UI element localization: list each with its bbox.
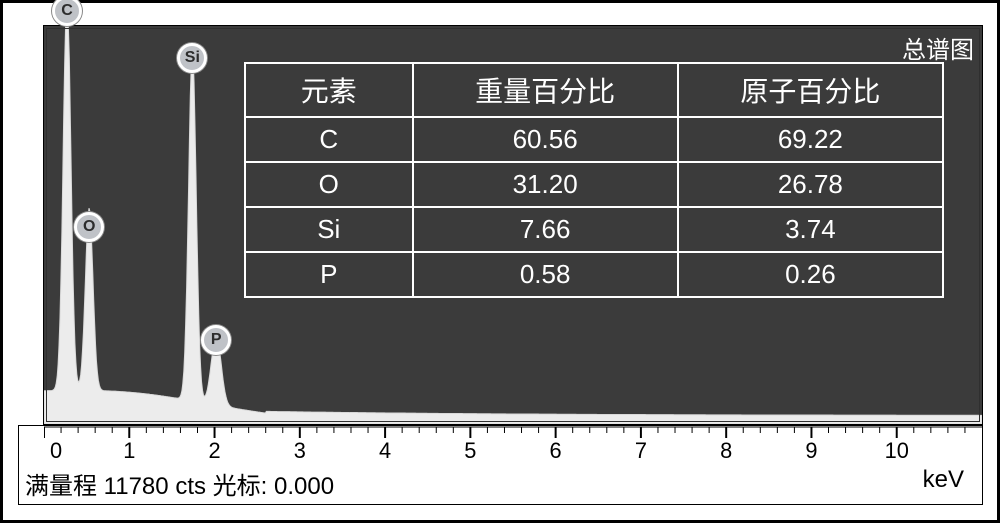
x-tick-label: 8 — [720, 438, 732, 463]
table-row: C60.5669.22 — [245, 117, 943, 162]
table-header-row: 元素 重量百分比 原子百分比 — [245, 63, 943, 117]
cell-at: 0.26 — [678, 252, 943, 297]
cell-at: 26.78 — [678, 162, 943, 207]
col-header-element: 元素 — [245, 63, 413, 117]
x-tick-label: 4 — [379, 438, 391, 463]
x-tick-label: 9 — [805, 438, 817, 463]
cell-at: 69.22 — [678, 117, 943, 162]
table-row: P0.580.26 — [245, 252, 943, 297]
x-tick-label: 1 — [123, 438, 135, 463]
peak-badge: P — [201, 325, 231, 355]
composition-table: 元素 重量百分比 原子百分比 C60.5669.22O31.2026.78Si7… — [244, 62, 944, 298]
cell-wt: 60.56 — [413, 117, 678, 162]
peak-badge: C — [52, 0, 82, 26]
table-row: Si7.663.74 — [245, 207, 943, 252]
x-tick-label: 3 — [294, 438, 306, 463]
peak-label-o: O — [74, 212, 104, 242]
x-axis-ticks: 0 1 2 3 4 5 6 7 8 9 10 — [44, 426, 982, 464]
peak-badge: O — [74, 212, 104, 242]
x-tick-label: 5 — [464, 438, 476, 463]
x-axis-unit: keV — [923, 466, 964, 494]
caption-prefix: 满量程 — [25, 473, 97, 500]
axis-caption: 满量程 11780 cts 光标: 0.000 — [25, 466, 334, 501]
cell-wt: 7.66 — [413, 207, 678, 252]
x-tick-label: 0 — [50, 438, 62, 463]
peak-label-si: Si — [177, 43, 207, 73]
x-tick-label: 10 — [885, 438, 909, 463]
x-tick-label: 7 — [635, 438, 647, 463]
peak-label-c: C — [52, 0, 82, 26]
caption-fullscale: 11780 — [104, 473, 169, 500]
x-tick-label: 6 — [550, 438, 562, 463]
cell-wt: 31.20 — [413, 162, 678, 207]
caption-cursor-value: 0.000 — [274, 473, 334, 500]
table-row: O31.2026.78 — [245, 162, 943, 207]
x-axis-strip: 0 1 2 3 4 5 6 7 8 9 10 满量程 11780 cts 光标: 0.000 keV — [18, 425, 983, 505]
caption-cursor-label: 光标: — [213, 473, 268, 500]
figure-frame: 总谱图 COSiP 元素 重量百分比 原子百分比 C60.5669.22O31.… — [0, 0, 1000, 523]
eds-spectrum-panel: 总谱图 COSiP 元素 重量百分比 原子百分比 C60.5669.22O31.… — [43, 25, 983, 425]
x-tick-label: 2 — [208, 438, 220, 463]
table-body: C60.5669.22O31.2026.78Si7.663.74P0.580.2… — [245, 117, 943, 297]
cell-element: C — [245, 117, 413, 162]
col-header-at: 原子百分比 — [678, 63, 943, 117]
col-header-wt: 重量百分比 — [413, 63, 678, 117]
caption-cts: cts — [175, 473, 206, 500]
peak-badge: Si — [177, 43, 207, 73]
cell-element: Si — [245, 207, 413, 252]
peak-label-p: P — [201, 325, 231, 355]
cell-wt: 0.58 — [413, 252, 678, 297]
cell-element: O — [245, 162, 413, 207]
cell-at: 3.74 — [678, 207, 943, 252]
cell-element: P — [245, 252, 413, 297]
